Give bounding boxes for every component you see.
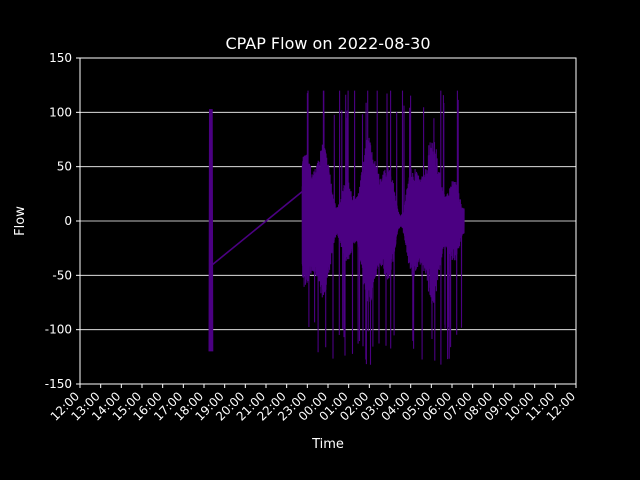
plot-area <box>208 90 465 365</box>
y-axis: -150 -100 -50 0 50 100 150 <box>45 51 80 391</box>
y-tick-label: -100 <box>45 323 72 337</box>
y-tick-label: 100 <box>49 105 72 119</box>
flow-series-segment <box>301 90 465 365</box>
y-tick-label: 0 <box>64 214 72 228</box>
y-tick-label: -150 <box>45 377 72 391</box>
flow-series-segment <box>212 191 303 266</box>
y-tick-label: -50 <box>52 268 72 282</box>
y-tick-label: 50 <box>57 160 72 174</box>
y-tick-label: 150 <box>49 51 72 65</box>
flow-series-segment <box>208 109 214 352</box>
chart-title: CPAP Flow on 2022-08-30 <box>225 34 430 53</box>
y-axis-label: Flow <box>13 206 28 236</box>
x-axis-label: Time <box>311 437 344 452</box>
